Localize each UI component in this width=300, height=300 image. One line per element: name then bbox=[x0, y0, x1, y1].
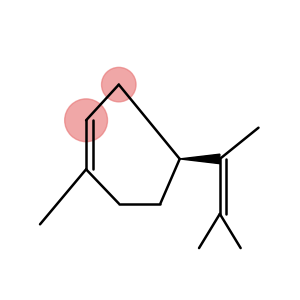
Circle shape bbox=[65, 99, 107, 142]
Circle shape bbox=[102, 68, 136, 102]
Polygon shape bbox=[180, 154, 220, 164]
